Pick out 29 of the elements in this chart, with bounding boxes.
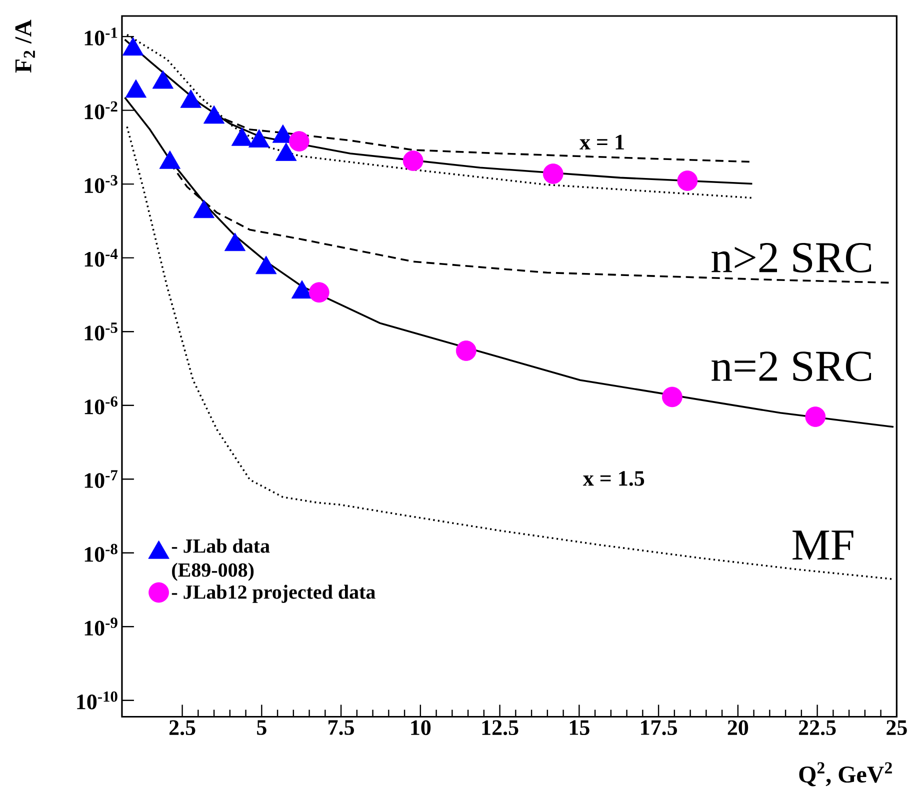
x-tick-label: 20 [728, 720, 748, 736]
y-tick-label: 10$^{-10}$ [77, 692, 118, 710]
y-axis-title: F$_{2}$ /A [15, 20, 35, 73]
x-tick-label: 15 [570, 720, 590, 736]
y-tick-label: 10$^{-8}$ [84, 544, 118, 562]
x-axis-title: Q$^{2}$, GeV$^{2}$ [799, 762, 892, 786]
legend-label: - JLab12 projected data [172, 584, 376, 604]
x-tick-label: 7.5 [328, 720, 354, 736]
y-tick-label: 10$^{-7}$ [84, 470, 118, 488]
x-tick-label: 25 [886, 720, 907, 736]
x-tick-label: 2.5 [169, 720, 196, 736]
annotation: x = 1 [580, 135, 624, 150]
x-tick-label: 17.5 [641, 720, 677, 736]
x-tick-label: 10 [411, 720, 431, 736]
annotation: x = 1.5 [582, 471, 644, 486]
x-tick-label: 5 [257, 720, 266, 736]
annotation: n>2 SRC [712, 243, 872, 273]
x-tick-label: 22.5 [798, 720, 836, 736]
legend-label: - JLab data (E89-008) [172, 538, 270, 582]
annotation: MF [792, 530, 854, 560]
y-tick-label: 10$^{-6}$ [84, 396, 118, 414]
x-tick-label: 12.5 [482, 720, 518, 736]
y-tick-label: 10$^{-1}$ [84, 28, 118, 46]
y-tick-label: 10$^{-4}$ [84, 249, 118, 267]
y-tick-label: 10$^{-2}$ [84, 101, 118, 120]
annotation: n=2 SRC [712, 352, 872, 382]
y-tick-label: 10$^{-3}$ [84, 175, 118, 194]
y-tick-label: 10$^{-9}$ [84, 618, 118, 636]
y-tick-label: 10$^{-5}$ [84, 322, 118, 341]
